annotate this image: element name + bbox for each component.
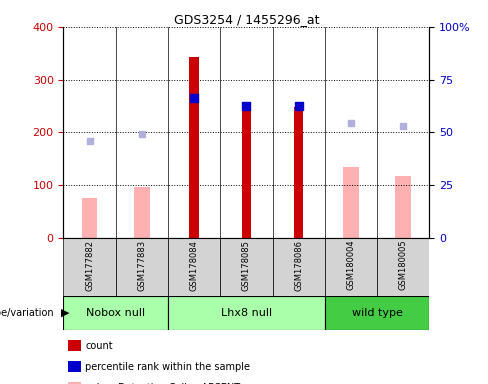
Point — [190, 95, 198, 101]
Point — [243, 103, 250, 109]
Bar — [63, 296, 168, 330]
Bar — [395, 176, 411, 238]
Point — [347, 120, 355, 126]
Text: percentile rank within the sample: percentile rank within the sample — [85, 362, 250, 372]
Text: GSM178085: GSM178085 — [242, 240, 251, 291]
Point — [86, 138, 94, 144]
Bar — [63, 238, 116, 296]
Text: Lhx8 null: Lhx8 null — [221, 308, 272, 318]
Text: GSM178086: GSM178086 — [294, 240, 303, 291]
Bar — [220, 238, 273, 296]
Point — [138, 131, 146, 137]
Point — [399, 122, 407, 129]
Text: Nobox null: Nobox null — [86, 308, 145, 318]
Bar — [168, 296, 325, 330]
Text: count: count — [85, 341, 113, 351]
Bar — [189, 57, 199, 238]
Point — [295, 103, 303, 109]
Bar — [116, 238, 168, 296]
Text: value, Detection Call = ABSENT: value, Detection Call = ABSENT — [85, 383, 241, 384]
Text: GSM180004: GSM180004 — [346, 240, 356, 290]
Bar — [168, 238, 220, 296]
Title: GDS3254 / 1455296_at: GDS3254 / 1455296_at — [174, 13, 319, 26]
Text: wild type: wild type — [352, 308, 403, 318]
Bar — [273, 238, 325, 296]
Bar — [343, 167, 359, 238]
Bar — [82, 199, 98, 238]
Bar — [325, 238, 377, 296]
Text: GSM177882: GSM177882 — [85, 240, 94, 291]
Text: genotype/variation: genotype/variation — [0, 308, 54, 318]
Bar — [134, 187, 150, 238]
Bar — [294, 107, 304, 238]
Bar — [242, 107, 251, 238]
Text: GSM177883: GSM177883 — [137, 240, 146, 291]
Bar — [325, 296, 429, 330]
Text: GSM178084: GSM178084 — [190, 240, 199, 291]
Text: GSM180005: GSM180005 — [399, 240, 408, 290]
Text: ▶: ▶ — [61, 308, 69, 318]
Bar — [377, 238, 429, 296]
